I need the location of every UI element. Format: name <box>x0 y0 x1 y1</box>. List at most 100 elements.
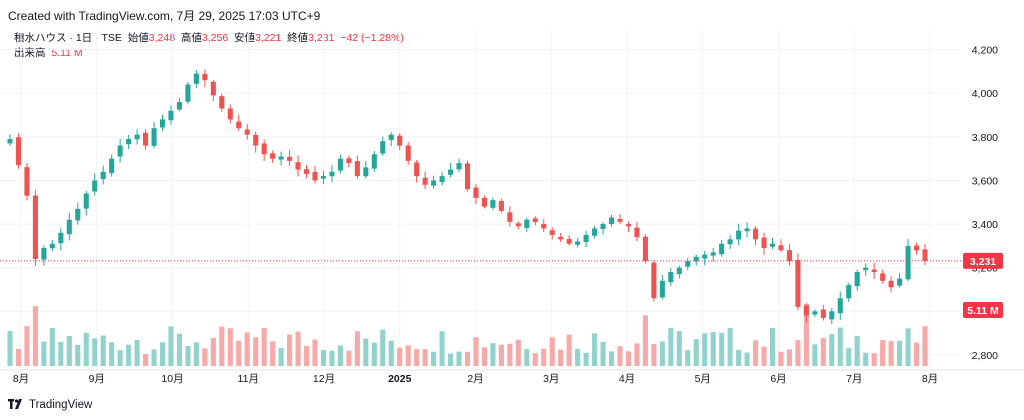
volume-bar <box>15 348 22 366</box>
volume-bar <box>566 334 572 366</box>
y-tick-label: 3,600 <box>972 175 998 187</box>
candle-body <box>312 171 318 181</box>
volume-bar <box>151 349 157 366</box>
x-tick-label: 2025 <box>388 373 412 385</box>
candle-body <box>143 132 149 146</box>
candle-body <box>837 298 843 314</box>
candle-body <box>541 224 547 229</box>
volume-bar <box>625 351 632 366</box>
volume-bar <box>397 347 403 366</box>
candle-body <box>727 239 733 245</box>
candle-body <box>354 161 360 177</box>
low-label: 安値 <box>234 32 256 44</box>
candle-body <box>126 139 132 145</box>
y-tick-label: 2,800 <box>972 350 998 362</box>
symbol-legend: 積水ハウス · 1日 · TSE 始値3,248 高値3,256 安値3,221… <box>14 31 404 61</box>
candle-body <box>913 245 920 251</box>
volume-bar <box>41 341 47 366</box>
volume-bar <box>719 332 725 366</box>
candle-body <box>769 243 776 247</box>
candle-body <box>702 254 708 259</box>
candle-body <box>388 134 394 140</box>
volume-bar <box>532 353 538 366</box>
candle-body <box>7 139 13 144</box>
volume-bar <box>109 342 115 366</box>
volume-bar <box>736 349 742 366</box>
y-tick-label: 4,000 <box>972 88 998 100</box>
candle-body <box>320 176 327 179</box>
volume-bar <box>117 350 123 366</box>
candle-body <box>193 73 199 84</box>
volume-bar <box>837 327 843 366</box>
candle-body <box>261 143 267 155</box>
candle-body <box>761 237 767 249</box>
x-tick-label: 6月 <box>770 373 786 385</box>
brand-name: TradingView <box>29 399 93 411</box>
symbol-title[interactable]: 積水ハウス · 1日 · TSE <box>14 32 122 44</box>
candle-body <box>117 145 123 157</box>
volume-bar <box>363 338 369 366</box>
candle-body <box>905 245 911 280</box>
candle-body <box>448 169 454 175</box>
candle-body <box>219 96 225 109</box>
volume-bar <box>854 336 860 366</box>
candle-body <box>151 128 157 146</box>
candle-body <box>753 228 759 240</box>
volume-bar <box>642 315 648 366</box>
volume-bar <box>778 351 784 366</box>
volume-bar <box>558 349 564 366</box>
candle-body <box>15 137 22 166</box>
candle-body <box>380 141 386 154</box>
candle-body <box>786 250 792 262</box>
volume-bar <box>236 340 242 366</box>
volume-bar <box>185 346 191 366</box>
volume-bar <box>617 346 623 366</box>
low-value: 3,221 <box>255 32 282 44</box>
volume-bar <box>880 340 886 366</box>
volume-bar <box>786 349 792 366</box>
candle-body <box>498 200 504 211</box>
candle-body <box>812 311 818 315</box>
x-tick-label: 2月 <box>467 373 483 385</box>
volume-bar <box>295 331 301 366</box>
candle-body <box>41 248 47 260</box>
candle-body <box>710 252 716 256</box>
candle-body <box>49 243 55 249</box>
candle-body <box>202 73 208 81</box>
candle-body <box>337 158 343 171</box>
candle-body <box>210 81 216 96</box>
candle-body <box>600 224 606 230</box>
candle-body <box>685 261 691 267</box>
volume-bar <box>676 331 682 366</box>
candle-body <box>829 311 835 320</box>
volume-bar <box>380 329 386 366</box>
volume-bar <box>193 342 199 366</box>
candle-body <box>346 158 352 164</box>
x-tick-label: 7月 <box>846 373 862 385</box>
x-tick-label: 12月 <box>313 373 335 385</box>
volume-bar <box>320 350 327 366</box>
volume-badge <box>963 302 1003 318</box>
candle-body <box>363 167 369 177</box>
volume-bar <box>549 337 555 366</box>
volume-bar <box>388 340 394 366</box>
open-value: 3,248 <box>148 32 176 44</box>
x-tick-label: 3月 <box>543 373 559 385</box>
volume-bar <box>83 332 89 366</box>
footer-brand[interactable]: TradingView <box>8 398 92 412</box>
open-label: 始値 <box>127 32 149 44</box>
candle-body <box>405 145 411 161</box>
volume-bar <box>287 334 293 366</box>
candle-body <box>744 228 750 232</box>
volume-bar <box>761 346 767 366</box>
volume-bar <box>812 344 818 366</box>
candle-body <box>693 256 699 262</box>
candle-body <box>608 217 615 225</box>
y-tick-label: 4,200 <box>972 45 998 57</box>
candle-body <box>287 156 293 161</box>
volume-bar <box>922 326 928 366</box>
candle-body <box>159 119 166 128</box>
volume-bar <box>702 333 708 366</box>
volume-bar <box>507 343 513 366</box>
